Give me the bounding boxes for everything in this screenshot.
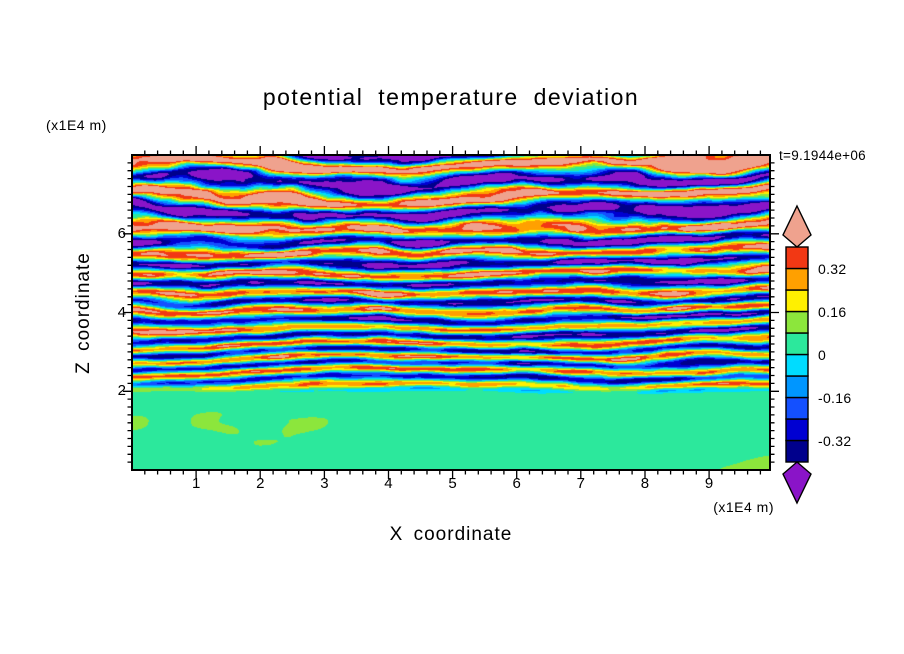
x-axis-title: X coordinate (389, 524, 513, 545)
time-annotation: t=9.1944e+06 (779, 148, 866, 163)
x-tick-label: 6 (512, 475, 521, 492)
colorbar-over-arrow (782, 204, 812, 248)
colorbar-tick-label: 0 (818, 346, 827, 363)
colorbar-tick-label: -0.32 (818, 432, 852, 449)
z-axis-unit-label: (x1E4 m) (46, 117, 107, 133)
colorbar-segment (785, 418, 809, 442)
colorbar-segment (785, 310, 809, 334)
x-tick-label: 4 (384, 475, 393, 492)
z-axis-title-text: Z coordinate (73, 251, 94, 374)
x-tick-label: 2 (256, 475, 265, 492)
colorbar-tick-label: 0.32 (818, 260, 847, 277)
x-tick-label: 5 (448, 475, 457, 492)
x-tick-label: 1 (191, 475, 201, 492)
x-tick-label: 7 (576, 475, 586, 492)
x-tick-label: 3 (320, 475, 329, 492)
colorbar-segment (785, 332, 809, 356)
colorbar-segment (785, 439, 809, 463)
colorbar-segment (785, 396, 809, 420)
x-tick-label: 8 (640, 475, 650, 492)
x-axis-unit-label: (x1E4 m) (713, 499, 774, 515)
colorbar-segment (785, 289, 809, 313)
colorbar-segment (785, 267, 809, 291)
colorbar-segment (785, 375, 809, 399)
contour-field-canvas (132, 155, 770, 470)
x-tick-label: 9 (704, 475, 714, 492)
colorbar-under-arrow (782, 461, 812, 505)
chart-title: potential temperature deviation (262, 84, 640, 110)
z-tick-label: 2 (117, 382, 126, 400)
z-tick-label: 6 (117, 224, 126, 242)
colorbar-segment (785, 353, 809, 377)
colorbar-segment (785, 246, 809, 270)
colorbar-tick-label: 0.16 (818, 303, 847, 320)
colorbar-tick-label: -0.16 (818, 389, 852, 406)
z-tick-label: 4 (117, 303, 126, 321)
